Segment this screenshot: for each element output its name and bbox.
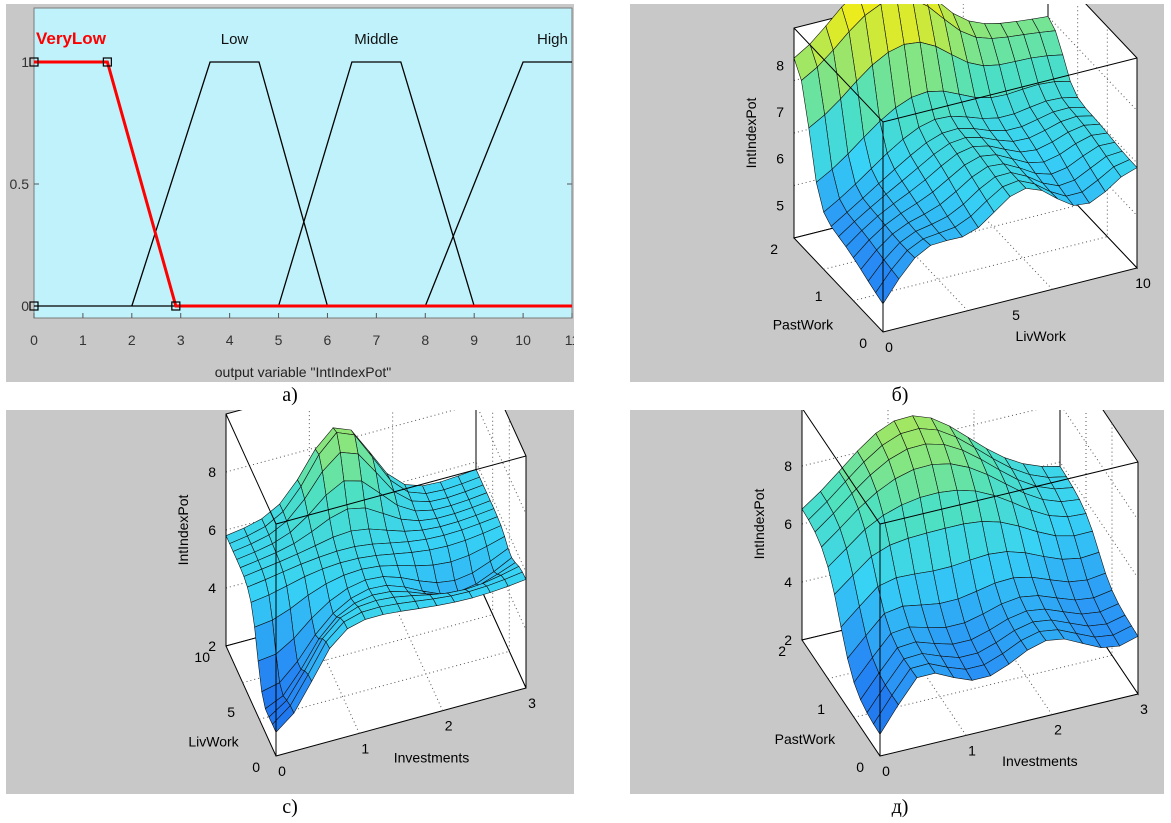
- axis-top-edge: [793, 27, 1138, 123]
- y-tick-label: 2: [770, 241, 778, 257]
- surface-panel-b: 5 6 7 8 IntIndexPot 0 5 10 LivWork 0 1 2 PastWork: [630, 0, 1164, 382]
- membership-line-high: [424, 61, 572, 307]
- membership-label-verylow: VeryLow: [36, 29, 107, 48]
- y-axis-label: PastWork: [775, 731, 836, 747]
- grid-line: [793, 15, 1138, 111]
- y-axis-label: LivWork: [188, 734, 239, 750]
- x-axis-label: Investments: [1002, 753, 1077, 769]
- membership-vertex-marker[interactable]: [29, 57, 39, 67]
- membership-ytick-label: 0.5: [10, 176, 30, 192]
- x-tick-label: 0: [278, 763, 286, 779]
- surface-patch: [272, 705, 295, 733]
- membership-xtick-label: 11: [565, 332, 574, 348]
- membership-chart: VeryLow Low Middle High 0 1 2 3 4 5 6 7 8 9 10 11 0 0.5…: [10, 7, 579, 380]
- z-axis-label: IntIndexPot: [175, 494, 191, 565]
- y-tick-label: 10: [194, 649, 210, 665]
- z-tick-label: 8: [784, 458, 792, 474]
- grid-line: [793, 68, 1138, 164]
- membership-line-verylow: [34, 60, 572, 308]
- z-axis-label: IntIndexPot: [751, 488, 767, 559]
- z-tick-label: 8: [776, 57, 784, 73]
- caption-b: б): [891, 384, 909, 406]
- surface-chart-b: 5 6 7 8 IntIndexPot 0 5 10 LivWork 0 1 2 PastWork: [743, 0, 1151, 355]
- x-tick-label: 5: [1012, 307, 1020, 323]
- membership-xtick-label: 5: [275, 332, 283, 348]
- surface-chart-c: 2 4 6 8 IntIndexPot 0 1 2 3 Investments 0 5 10 LivWor…: [175, 345, 536, 779]
- membership-xtick-label: 1: [79, 332, 87, 348]
- axis-top-edge: [801, 407, 1139, 525]
- membership-ytick-label: 1: [21, 54, 29, 70]
- y-tick-label: 0: [859, 335, 867, 351]
- membership-xtick-label: 2: [128, 332, 136, 348]
- caption-c: с): [282, 796, 298, 818]
- y-tick-label: 1: [817, 701, 825, 717]
- caption-d: д): [891, 796, 909, 818]
- surface-patch: [875, 269, 900, 305]
- membership-vertex-marker[interactable]: [171, 301, 181, 311]
- x-axis-label: Investments: [394, 750, 469, 766]
- x-tick-label: 1: [361, 740, 369, 756]
- z-tick-label: 2: [208, 638, 216, 654]
- membership-line-middle: [277, 61, 475, 307]
- membership-label-high: High: [537, 31, 568, 48]
- surface-panel-d: 2 4 6 8 IntIndexPot 0 1 2 3 Investments 0 1 2 PastWor…: [630, 344, 1164, 794]
- membership-xtick-label: 0: [30, 332, 38, 348]
- membership-ytick-label: 0: [21, 298, 29, 314]
- surface-panel-c: 2 4 6 8 IntIndexPot 0 1 2 3 Investments 0 5 10 LivWor…: [6, 345, 574, 794]
- x-tick-label: 1: [968, 742, 976, 758]
- membership-label-middle: Middle: [354, 31, 398, 48]
- z-tick-label: 6: [784, 516, 792, 532]
- z-tick-label: 4: [784, 574, 792, 590]
- caption-a: а): [282, 384, 298, 406]
- surface-patch: [254, 619, 277, 662]
- x-tick-label: 0: [885, 339, 893, 355]
- membership-xtick-label: 8: [421, 332, 429, 348]
- membership-xtick-label: 6: [324, 332, 332, 348]
- x-axis-label: LivWork: [1016, 328, 1067, 344]
- z-tick-label: 7: [776, 104, 784, 120]
- membership-panel: VeryLow Low Middle High 0 1 2 3 4 5 6 7 8 9 10 11 0 0.5…: [6, 4, 579, 382]
- membership-line-low: [131, 61, 329, 307]
- x-tick-label: 2: [445, 718, 453, 734]
- z-tick-label: 2: [784, 632, 792, 648]
- z-tick-label: 6: [776, 151, 784, 167]
- z-tick-label: 6: [208, 522, 216, 538]
- axis-top-edge: [225, 413, 527, 525]
- membership-label-low: Low: [221, 31, 249, 48]
- y-tick-label: 0: [252, 759, 260, 775]
- membership-vertex-marker[interactable]: [102, 57, 112, 67]
- membership-xtick-label: 4: [226, 332, 234, 348]
- membership-xtick-label: 10: [515, 332, 531, 348]
- x-tick-label: 3: [528, 695, 536, 711]
- x-tick-label: 0: [882, 763, 890, 779]
- membership-xlabel: output variable "IntIndexPot": [215, 364, 392, 380]
- surface-chart-d: 2 4 6 8 IntIndexPot 0 1 2 3 Investments 0 1 2 PastWor…: [751, 344, 1148, 779]
- y-tick-label: 5: [227, 704, 235, 720]
- y-axis-label: PastWork: [773, 317, 834, 333]
- membership-vertex-marker[interactable]: [29, 301, 39, 311]
- membership-plot-area: [33, 7, 573, 319]
- z-tick-label: 4: [208, 580, 216, 596]
- z-axis-label: IntIndexPot: [743, 97, 759, 168]
- y-tick-label: 2: [778, 643, 786, 659]
- y-tick-label: 1: [815, 288, 823, 304]
- x-tick-label: 2: [1054, 722, 1062, 738]
- z-tick-label: 8: [208, 464, 216, 480]
- membership-xtick-label: 9: [470, 332, 478, 348]
- grid-line: [853, 423, 1113, 718]
- membership-xtick-label: 7: [372, 332, 380, 348]
- x-tick-label: 10: [1135, 275, 1151, 291]
- y-tick-label: 0: [856, 759, 864, 775]
- x-tick-label: 3: [1140, 701, 1148, 717]
- z-tick-label: 5: [776, 197, 784, 213]
- membership-xtick-label: 3: [177, 332, 185, 348]
